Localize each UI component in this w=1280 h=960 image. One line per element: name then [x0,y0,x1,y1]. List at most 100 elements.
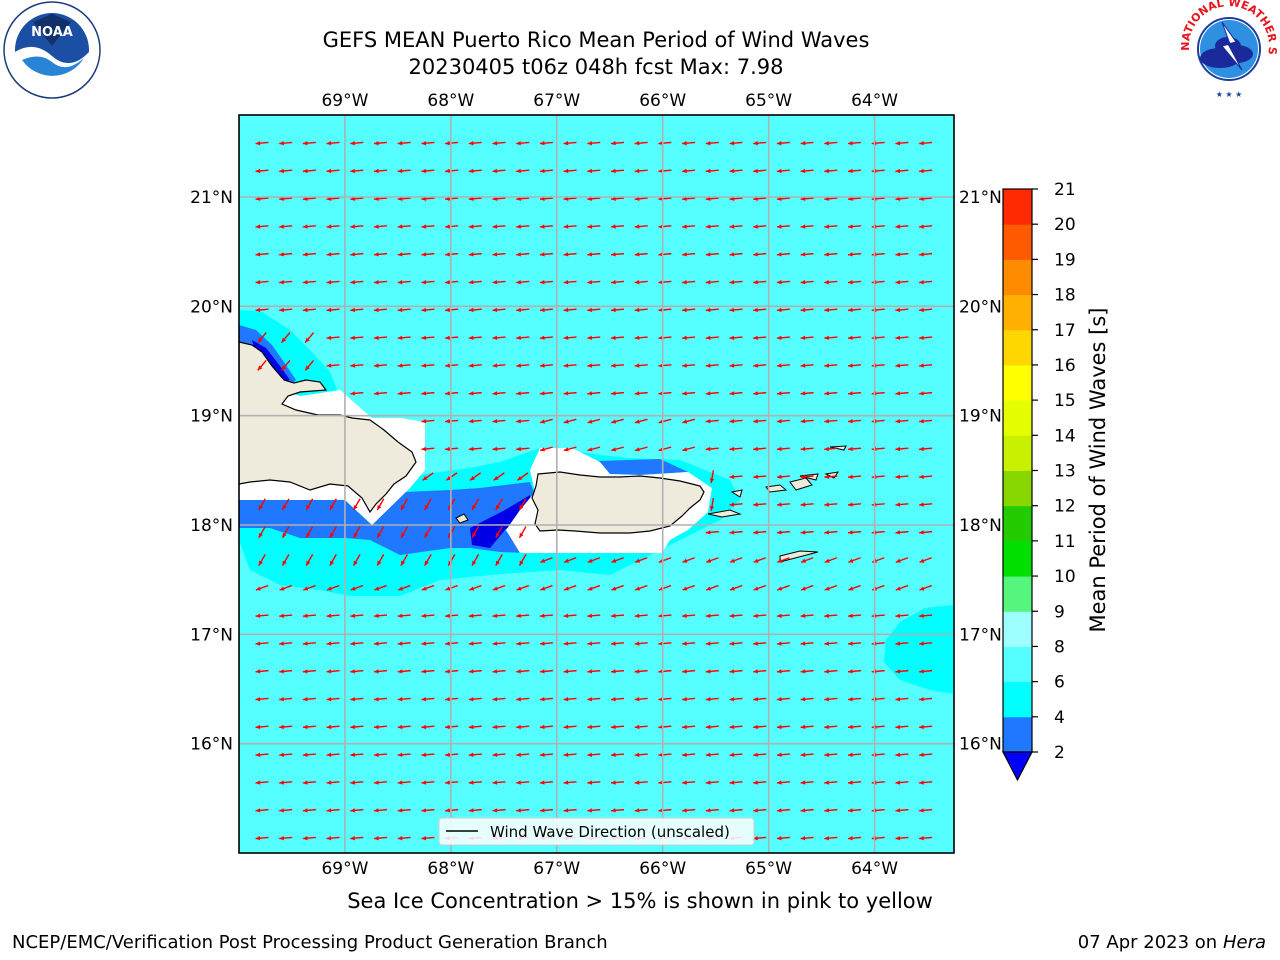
colorbar-tick-label-9: 9 [1054,602,1065,622]
wind-wave-arrow [516,669,530,674]
wind-wave-arrow [753,252,767,257]
wind-wave-arrow [468,724,482,730]
wind-wave-arrow [895,307,909,313]
wind-wave-arrow [255,613,269,618]
wind-wave-arrow [847,252,862,257]
wind-wave-arrow [468,641,482,646]
wind-wave-arrow [397,363,411,368]
wind-wave-arrow [326,669,340,674]
wind-wave-arrow [753,168,767,174]
wind-wave-arrow [895,780,909,785]
wind-wave-arrow [350,141,364,146]
colorbar-tick-label-21: 21 [1054,180,1076,200]
map-frame [238,114,955,854]
colorbar-segment-12 [1003,470,1032,507]
wind-wave-arrow [753,335,767,340]
wind-wave-arrow [539,252,553,257]
wind-wave-arrow [776,780,790,785]
wind-wave-arrow [709,497,715,511]
wind-wave-arrow [919,280,933,285]
wind-wave-arrow [302,724,316,730]
wind-wave-arrow [705,780,719,785]
wind-wave-arrow [326,224,340,229]
wind-wave-arrow [468,419,482,424]
wind-wave-arrow [847,641,862,646]
wind-wave-arrow [373,836,388,841]
wind-wave-arrow [682,446,696,452]
wind-wave-arrow [516,335,530,340]
map-plot-area [239,115,954,853]
wind-wave-arrow [776,530,790,535]
wind-wave-arrow [847,363,862,368]
wind-wave-arrow [753,641,767,646]
wind-wave-arrow [421,780,435,785]
wind-wave-arrow [563,808,577,813]
wind-wave-arrow [350,669,364,674]
wind-wave-arrow [800,669,814,674]
wind-wave-arrow [895,446,909,452]
wind-wave-arrow [492,724,506,730]
wind-wave-arrow [397,808,411,813]
wind-wave-arrow [634,697,648,702]
wind-wave-arrow [516,584,530,591]
wind-wave-arrow [919,584,932,591]
wind-wave-arrow [258,526,266,539]
wind-wave-arrow [895,363,909,368]
lon-label-top-3: 66°W [639,91,686,111]
wave-period-field-below-2-mona [470,495,532,548]
wind-wave-arrow [400,554,409,566]
wind-wave-arrow [705,613,719,618]
wind-wave-arrow [919,307,933,313]
wind-wave-arrow [421,280,435,285]
wind-wave-arrow [800,446,814,452]
wind-wave-arrow [421,335,435,340]
wind-wave-arrow [634,557,648,563]
colorbar-tick-label-16: 16 [1054,356,1076,376]
wind-wave-arrow [729,780,743,785]
wind-wave-arrow [302,697,316,702]
wind-wave-arrow [302,280,316,285]
wind-wave-arrow [255,669,269,674]
wind-wave-arrow [279,752,293,757]
wind-wave-arrow [539,363,553,368]
colorbar-segment-18 [1003,259,1032,296]
wind-wave-arrow [255,168,269,174]
wind-wave-arrow [610,613,625,618]
wind-wave-arrow [610,335,625,340]
wind-wave-arrow [539,307,553,313]
wind-wave-arrow [304,359,315,371]
wind-wave-arrow [753,419,767,424]
wind-wave-arrow [824,808,838,813]
wind-wave-arrow [847,474,862,479]
wind-wave-arrow [279,808,293,813]
wind-wave-arrow [350,584,364,591]
wind-wave-arrow [824,168,838,174]
wind-wave-arrow [824,613,838,618]
wind-wave-arrow [611,418,624,424]
wind-wave-arrow [587,224,601,229]
wind-wave-arrow [729,613,743,618]
wind-wave-arrow [777,584,790,591]
wind-wave-arrow [587,584,601,591]
lon-label-bottom-4: 65°W [745,859,792,879]
wind-wave-arrow [729,252,743,257]
wind-wave-arrow [350,697,364,702]
wind-wave-arrow [610,224,625,229]
wind-wave-arrow [848,584,861,591]
wind-wave-arrow [800,307,814,313]
wind-wave-arrow [302,669,316,674]
wind-wave-arrow [705,724,719,730]
wind-wave-arrow [539,168,553,174]
chart-title-line-1: GEFS MEAN Puerto Rico Mean Period of Win… [322,28,870,52]
wind-wave-arrow [729,280,743,285]
wind-wave-arrow [824,530,838,535]
wind-wave-arrow [753,557,767,563]
wind-wave-arrow [302,780,316,785]
wind-wave-arrow [516,752,530,757]
wind-wave-arrow [753,836,767,841]
wind-wave-arrow [397,141,411,146]
footer-date: 07 Apr 2023 on [1077,932,1223,953]
wind-wave-arrow [587,391,601,396]
wind-wave-arrow [919,530,933,535]
wind-wave-arrow [350,613,364,618]
